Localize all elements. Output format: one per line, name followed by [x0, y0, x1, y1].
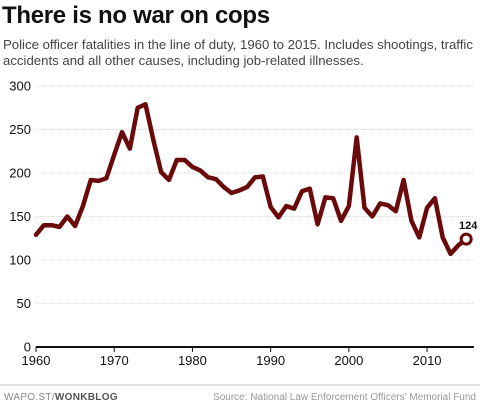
x-tick-label: 2000 — [334, 353, 363, 368]
end-point-marker — [459, 232, 473, 246]
data-point — [355, 136, 358, 139]
end-value-label: 124 — [459, 220, 478, 232]
data-point — [418, 236, 421, 239]
data-point — [386, 204, 389, 207]
data-point — [199, 169, 202, 172]
data-point — [89, 178, 92, 181]
y-tick-label: 150 — [9, 209, 31, 224]
data-point — [371, 215, 374, 218]
source-note: Source: National Law Enforcement Officer… — [213, 392, 476, 403]
data-point — [207, 176, 210, 179]
data-point — [66, 215, 69, 218]
data-point — [277, 216, 280, 219]
data-point — [160, 171, 163, 174]
data-point — [394, 210, 397, 213]
y-tick-label: 100 — [9, 253, 31, 268]
data-point — [347, 205, 350, 208]
data-point — [105, 177, 108, 180]
data-point — [269, 205, 272, 208]
data-point — [121, 131, 124, 134]
data-point — [340, 219, 343, 222]
data-point — [449, 252, 452, 255]
data-point — [175, 158, 178, 161]
data-point — [50, 224, 53, 227]
y-tick-label: 250 — [9, 122, 31, 137]
data-point — [35, 233, 38, 236]
data-point — [332, 197, 335, 200]
data-point — [183, 158, 186, 161]
data-point — [324, 196, 327, 199]
data-point — [293, 207, 296, 210]
x-tick-label: 2010 — [413, 353, 442, 368]
x-tick-label: 1980 — [178, 353, 207, 368]
data-point — [433, 197, 436, 200]
data-point — [285, 205, 288, 208]
brand-credit: WAPO.ST/WONKBLOG — [4, 392, 118, 403]
data-point — [246, 185, 249, 188]
fatalities-line — [33, 102, 469, 257]
data-point — [128, 147, 131, 150]
data-point — [214, 178, 217, 181]
axes — [35, 346, 474, 352]
data-point — [316, 223, 319, 226]
series — [33, 102, 473, 257]
y-tick-label: 50 — [17, 296, 31, 311]
chart-subtitle: Police officer fatalities in the line of… — [3, 37, 473, 68]
data-point — [363, 206, 366, 209]
y-tick-label: 0 — [24, 340, 31, 355]
data-point — [81, 205, 84, 208]
data-point — [74, 225, 77, 228]
chart-title: There is no war on cops — [2, 2, 270, 29]
data-point — [379, 202, 382, 205]
data-point — [136, 106, 139, 109]
data-point — [152, 138, 155, 141]
x-tick-label: 1960 — [22, 353, 51, 368]
data-point — [261, 175, 264, 178]
x-tick-label: 1970 — [100, 353, 129, 368]
data-point — [457, 244, 460, 247]
x-tick-label: 1990 — [256, 353, 285, 368]
data-point — [308, 187, 311, 190]
data-point — [167, 178, 170, 181]
data-point — [402, 178, 405, 181]
data-point — [97, 179, 100, 182]
data-point — [58, 225, 61, 228]
line-chart: 0 50 100 150 200 250 300 1960 1970 1980 1990 2000 20… — [9, 79, 478, 369]
data-point — [42, 224, 45, 227]
data-point — [238, 189, 241, 192]
data-point — [300, 190, 303, 193]
data-point — [230, 192, 233, 195]
data-point — [144, 103, 147, 106]
data-point — [222, 185, 225, 188]
brand-prefix: WAPO.ST/ — [4, 392, 55, 403]
data-point — [191, 165, 194, 168]
y-tick-label: 300 — [9, 79, 31, 94]
footer: WAPO.ST/WONKBLOG Source: National Law En… — [0, 384, 480, 411]
brand-name: WONKBLOG — [54, 392, 118, 403]
data-point — [254, 176, 257, 179]
data-point — [410, 219, 413, 222]
data-point — [426, 206, 429, 209]
tick-labels: 0 50 100 150 200 250 300 1960 1970 1980 1990 2000 20… — [9, 79, 478, 369]
data-point — [441, 236, 444, 239]
data-point — [113, 153, 116, 156]
y-tick-label: 200 — [9, 166, 31, 181]
